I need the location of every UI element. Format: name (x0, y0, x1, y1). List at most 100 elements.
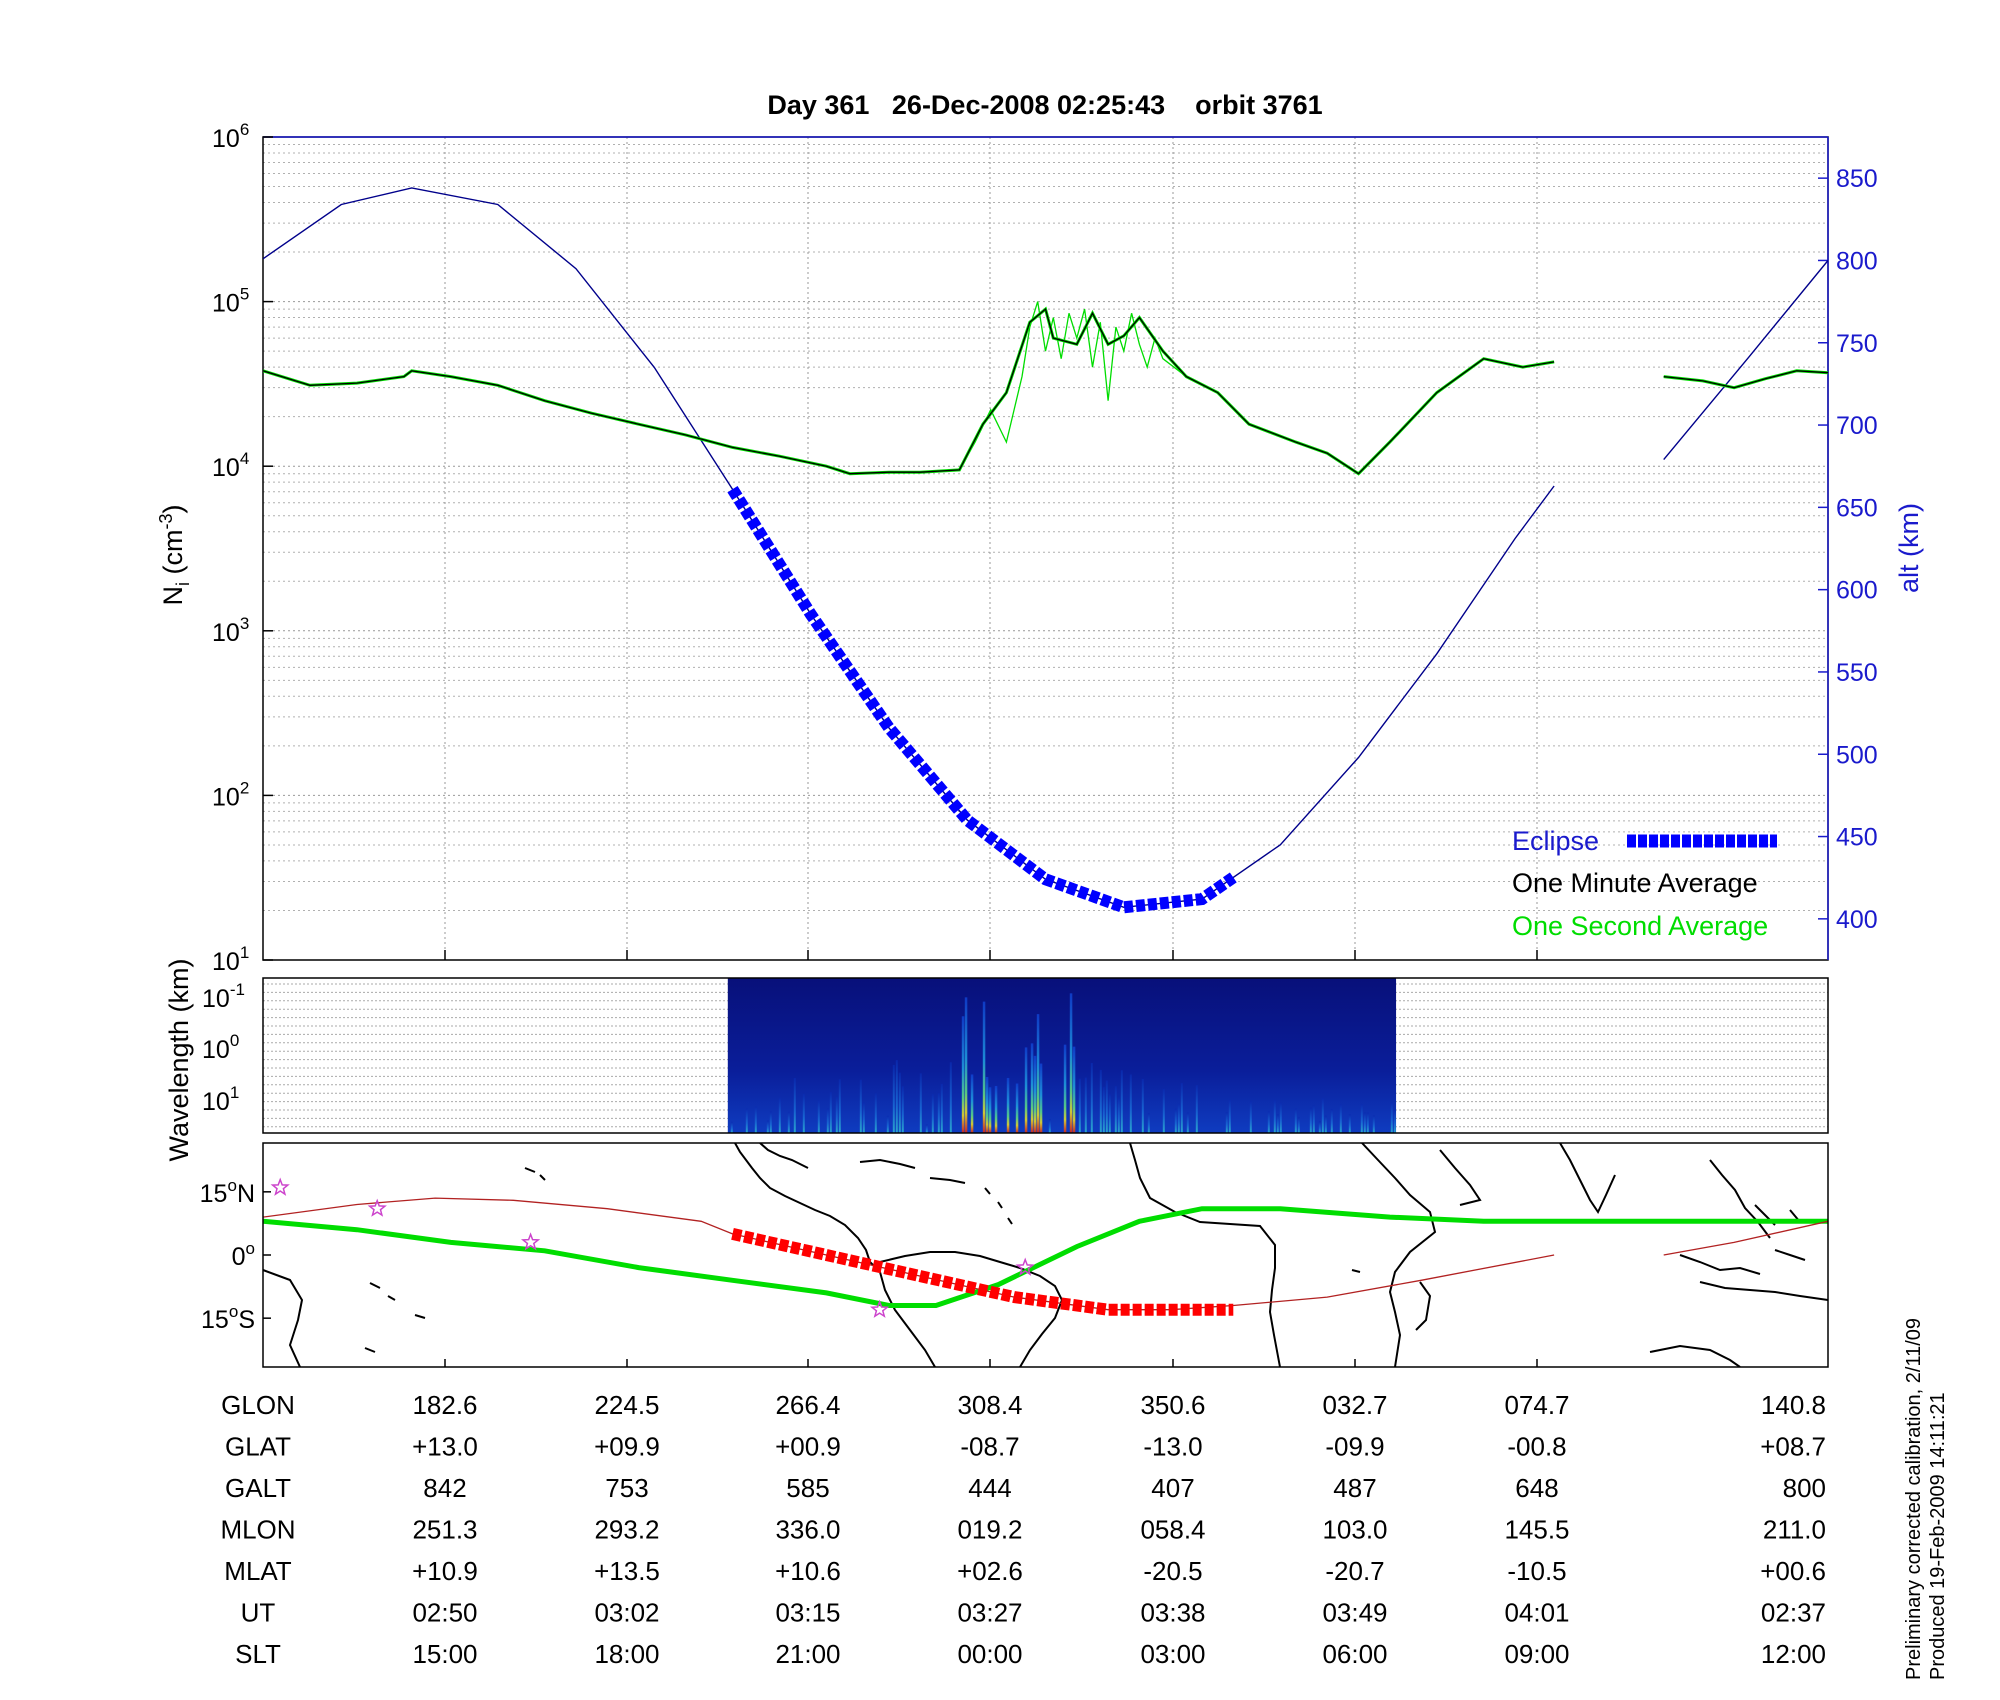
table-cell: +13.0 (412, 1432, 478, 1462)
spectrogram-data (727, 978, 1397, 1133)
table-cell: 00:00 (957, 1639, 1022, 1669)
spectrogram-column (859, 1079, 862, 1133)
table-cell: 15:00 (412, 1639, 477, 1669)
table-cell: +00.6 (1760, 1556, 1826, 1586)
spectrogram-tick-label: 100 (202, 1031, 239, 1064)
eclipse-segment (727, 486, 1237, 914)
altitude-tick-label: 500 (1836, 741, 1878, 769)
table-cell: 18:00 (594, 1639, 659, 1669)
spectrogram-panel: 10-1 100 101 Wavelength (km) (164, 958, 1829, 1162)
spectrogram-column (1069, 993, 1073, 1133)
spectrogram-ticks: 10-1 100 101 (202, 980, 245, 1116)
table-cell: 03:38 (1140, 1598, 1205, 1628)
table-cell: -20.7 (1325, 1556, 1384, 1586)
table-cell: 09:00 (1504, 1639, 1569, 1669)
legend-eclipse-label: Eclipse (1512, 826, 1599, 856)
spectrogram-column (1105, 1080, 1108, 1133)
table-row-label: GLON (221, 1390, 295, 1420)
table-cell: 019.2 (957, 1515, 1022, 1545)
spectrogram-column (835, 1096, 838, 1133)
spectrogram-column (817, 1100, 820, 1133)
spectrogram-column (1360, 1103, 1363, 1133)
table-cell: -20.5 (1143, 1556, 1202, 1586)
density-tick-label: 105 (212, 285, 249, 318)
figure-title: Day 361 26-Dec-2008 02:25:43 orbit 3761 (767, 90, 1322, 120)
table-cell: +00.9 (775, 1432, 841, 1462)
spectrogram-column (1186, 1112, 1189, 1133)
table-cell: +02.6 (957, 1556, 1023, 1586)
density-tick-label: 102 (212, 778, 249, 811)
table-cell: 032.7 (1322, 1390, 1387, 1420)
ground-track-eclipse (731, 1228, 1234, 1316)
spectrogram-column (937, 1093, 940, 1133)
density-series-layer (263, 187, 1828, 914)
spectrogram-column (1297, 1117, 1300, 1133)
spectrogram-column (1324, 1115, 1327, 1133)
altitude-tick-label: 600 (1836, 577, 1878, 605)
density-tick-label: 106 (212, 120, 249, 153)
table-cell: 02:37 (1761, 1598, 1826, 1628)
legend-second-label: One Second Average (1512, 911, 1768, 941)
spectrogram-column (1390, 1102, 1393, 1133)
spectrogram-column (1339, 1104, 1342, 1133)
spectrogram-column (982, 1001, 986, 1133)
spectrogram-column (769, 1111, 772, 1133)
spectrogram-column (1366, 1112, 1369, 1133)
spectrogram-column (730, 1121, 733, 1133)
spectrogram-column (925, 1124, 928, 1133)
spectrogram-tick-label: 101 (202, 1083, 239, 1116)
site-star-icon (869, 1299, 890, 1318)
spectrogram-column (1117, 1097, 1120, 1133)
spectrogram-column (1063, 1044, 1067, 1133)
spectrogram-column (886, 1115, 889, 1133)
table-cell: 03:02 (594, 1598, 659, 1628)
spectrogram-column (838, 1079, 841, 1133)
coastlines (263, 1143, 1828, 1367)
site-star-icon (367, 1198, 387, 1217)
altitude-tick-label: 650 (1836, 494, 1878, 522)
spectrogram-column (949, 1062, 952, 1133)
spectrogram-ylabel: Wavelength (km) (164, 958, 194, 1161)
table-cell: 266.4 (775, 1390, 840, 1420)
table-cell: 03:15 (775, 1598, 840, 1628)
density-tick-label: 101 (212, 943, 249, 976)
ground-track-layer (263, 1177, 1828, 1318)
table-cell: 12:00 (1761, 1639, 1826, 1669)
table-row-label: UT (241, 1598, 276, 1628)
spectrogram-column (988, 1087, 992, 1133)
table-cell: +13.5 (594, 1556, 660, 1586)
table-cell: 224.5 (594, 1390, 659, 1420)
spectrogram-column (1363, 1112, 1366, 1133)
spectrogram-column (1174, 1108, 1177, 1133)
table-cell: 444 (968, 1473, 1011, 1503)
spectrogram-column (1090, 1062, 1093, 1133)
spectrogram-column (793, 1077, 796, 1133)
spectrogram-column (1318, 1121, 1321, 1133)
spectrogram-column (898, 1072, 901, 1133)
spectrogram-column (994, 1085, 998, 1133)
table-cell: -00.8 (1507, 1432, 1566, 1462)
spectrogram-column (1309, 1107, 1312, 1133)
table-cell: -08.7 (960, 1432, 1019, 1462)
spectrogram-column (919, 1073, 922, 1133)
table-cell: 585 (786, 1473, 829, 1503)
table-cell: 03:49 (1322, 1598, 1387, 1628)
spectrogram-column (1147, 1113, 1150, 1133)
table-cell: 648 (1515, 1473, 1558, 1503)
spectrogram-column (1279, 1102, 1282, 1133)
spectrogram-column (1039, 1063, 1043, 1133)
spectrogram-column (1078, 1078, 1081, 1133)
spectrogram-column (895, 1060, 898, 1133)
altitude-right-ticks: 400 450 500 550 600 650 700 750 800 850 (1818, 165, 1878, 934)
spectrogram-column (1177, 1103, 1180, 1133)
spectrogram-column (1393, 1109, 1396, 1133)
map-lat-label: 0o (232, 1239, 255, 1271)
spectrogram-column (964, 997, 968, 1133)
orbit-parameter-table: GLON 182.6 224.5 266.4 308.4 350.6 032.7 074.7 1… (220, 1390, 1826, 1669)
spectrogram-column (862, 1102, 865, 1133)
one-minute-average-line (263, 307, 1555, 475)
spectrogram-frame (262, 977, 1829, 1134)
altitude-ylabel: alt (km) (1894, 503, 1924, 593)
table-cell: -10.5 (1507, 1556, 1566, 1586)
